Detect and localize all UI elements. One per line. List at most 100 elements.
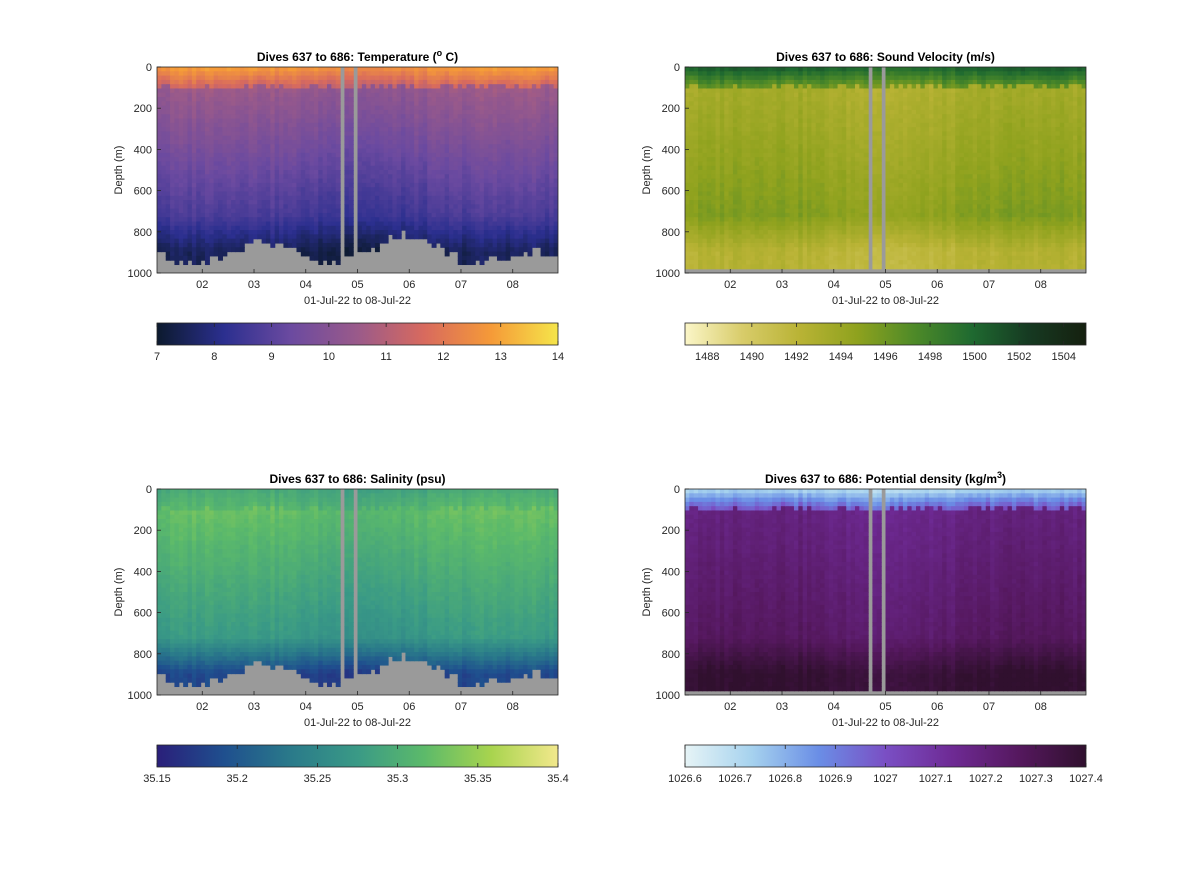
- colorbar-tick-label: 12: [437, 351, 449, 363]
- colorbar-tick-label: 35.25: [304, 773, 332, 785]
- x-tick-label: 07: [455, 279, 467, 291]
- colorbar-tick-label: 10: [323, 351, 335, 363]
- colorbar-tick-label: 1498: [918, 351, 942, 363]
- x-tick-label: 05: [351, 279, 363, 291]
- y-tick-label: 600: [662, 186, 680, 198]
- colorbar-tick-label: 1026.6: [668, 773, 702, 785]
- x-tick-label: 03: [776, 701, 788, 713]
- x-tick-label: 05: [351, 701, 363, 713]
- x-axis-label: 01-Jul-22 to 08-Jul-22: [832, 295, 939, 307]
- x-tick-label: 06: [403, 279, 415, 291]
- x-tick-label: 02: [724, 279, 736, 291]
- y-axis-label: Depth (m): [113, 146, 125, 195]
- y-tick-label: 600: [134, 186, 152, 198]
- x-tick-label: 02: [196, 279, 208, 291]
- x-tick-label: 07: [983, 701, 995, 713]
- colorbar-tick-label: 1027.3: [1019, 773, 1053, 785]
- colorbar-tick-label: 1027.1: [919, 773, 953, 785]
- x-tick-label: 08: [1035, 701, 1047, 713]
- colorbar-tick-label: 1026.7: [718, 773, 752, 785]
- y-tick-label: 800: [662, 227, 680, 239]
- x-tick-label: 08: [1035, 279, 1047, 291]
- colorbar-tick-label: 11: [380, 351, 391, 363]
- y-tick-label: 800: [134, 649, 152, 661]
- colorbar-tick-label: 13: [495, 351, 507, 363]
- x-tick-label: 04: [300, 279, 312, 291]
- y-tick-label: 800: [662, 649, 680, 661]
- colorbar-tick-label: 1490: [740, 351, 764, 363]
- x-tick-label: 04: [300, 701, 312, 713]
- y-tick-label: 0: [674, 62, 680, 74]
- y-tick-label: 0: [146, 484, 152, 496]
- x-tick-label: 04: [828, 279, 840, 291]
- y-tick-label: 200: [662, 525, 680, 537]
- colorbar-tick-label: 1026.9: [819, 773, 853, 785]
- y-tick-label: 400: [134, 144, 152, 156]
- chart-title: Dives 637 to 686: Temperature (o C): [257, 48, 458, 64]
- y-tick-label: 600: [662, 608, 680, 620]
- chart-panel-3: Dives 637 to 686: Salinity (psu) 0 200 400 6…: [113, 472, 569, 785]
- colorbar-tick-label: 1502: [1007, 351, 1031, 363]
- chart-title: Dives 637 to 686: Salinity (psu): [269, 472, 445, 486]
- heatmap-cells: [157, 489, 558, 688]
- colorbar-tick-label: 35.35: [464, 773, 492, 785]
- x-axis-label: 01-Jul-22 to 08-Jul-22: [832, 717, 939, 729]
- x-tick-label: 02: [196, 701, 208, 713]
- x-tick-label: 06: [931, 279, 943, 291]
- x-tick-label: 05: [879, 279, 891, 291]
- colorbar: [156, 322, 559, 346]
- y-tick-label: 0: [146, 62, 152, 74]
- x-axis-label: 01-Jul-22 to 08-Jul-22: [304, 717, 411, 729]
- x-tick-label: 06: [403, 701, 415, 713]
- colorbar-tick-label: 7: [154, 351, 160, 363]
- colorbar-tick-label: 1027.4: [1069, 773, 1103, 785]
- x-tick-label: 03: [776, 279, 788, 291]
- chart-panel-2: Dives 637 to 686: Sound Velocity (m/s)02…: [641, 50, 1087, 363]
- colorbar-tick-label: 35.3: [387, 773, 408, 785]
- y-axis-label: Depth (m): [113, 568, 125, 617]
- chart-panel-1: Dives 637 to 686: Temperature (o C)02004…: [113, 48, 564, 363]
- colorbar-tick-label: 1500: [962, 351, 986, 363]
- x-tick-label: 08: [507, 279, 519, 291]
- y-tick-label: 600: [134, 608, 152, 620]
- y-tick-label: 400: [134, 566, 152, 578]
- colorbar-tick-label: 14: [552, 351, 564, 363]
- colorbar-tick-label: 1027.2: [969, 773, 1003, 785]
- colorbar-tick-label: 35.15: [143, 773, 171, 785]
- x-tick-label: 06: [931, 701, 943, 713]
- x-tick-label: 07: [455, 701, 467, 713]
- heatmap-cells: [685, 489, 1086, 692]
- x-tick-label: 02: [724, 701, 736, 713]
- chart-panel-4: Dives 637 to 686: Potential density (kg/…: [641, 470, 1103, 785]
- chart-title: Dives 637 to 686: Potential density (kg/…: [765, 470, 1006, 486]
- y-tick-label: 400: [662, 144, 680, 156]
- y-tick-label: 400: [662, 566, 680, 578]
- y-tick-label: 1000: [656, 268, 680, 280]
- colorbar-tick-label: 8: [211, 351, 217, 363]
- heatmap-cells: [685, 67, 1086, 270]
- colorbar-tick-label: 1492: [784, 351, 808, 363]
- y-tick-label: 0: [674, 484, 680, 496]
- colorbar-tick-label: 1488: [695, 351, 719, 363]
- colorbar-tick-label: 1027: [873, 773, 897, 785]
- y-tick-label: 1000: [128, 690, 152, 702]
- x-tick-label: 04: [828, 701, 840, 713]
- colorbar-tick-label: 1496: [873, 351, 897, 363]
- x-tick-label: 03: [248, 279, 260, 291]
- y-tick-label: 800: [134, 227, 152, 239]
- colorbar-tick-label: 1494: [829, 351, 853, 363]
- heatmap-cells: [157, 67, 558, 266]
- y-tick-label: 1000: [128, 268, 152, 280]
- colorbar-tick-label: 35.2: [226, 773, 247, 785]
- colorbar-tick-label: 9: [269, 351, 275, 363]
- y-tick-label: 1000: [656, 690, 680, 702]
- y-tick-label: 200: [134, 103, 152, 115]
- colorbar-tick-label: 1504: [1051, 351, 1075, 363]
- colorbar: [156, 744, 559, 768]
- x-tick-label: 03: [248, 701, 260, 713]
- x-tick-label: 08: [507, 701, 519, 713]
- y-tick-label: 200: [134, 525, 152, 537]
- colorbar-tick-label: 35.4: [547, 773, 568, 785]
- colorbar-tick-label: 1026.8: [768, 773, 802, 785]
